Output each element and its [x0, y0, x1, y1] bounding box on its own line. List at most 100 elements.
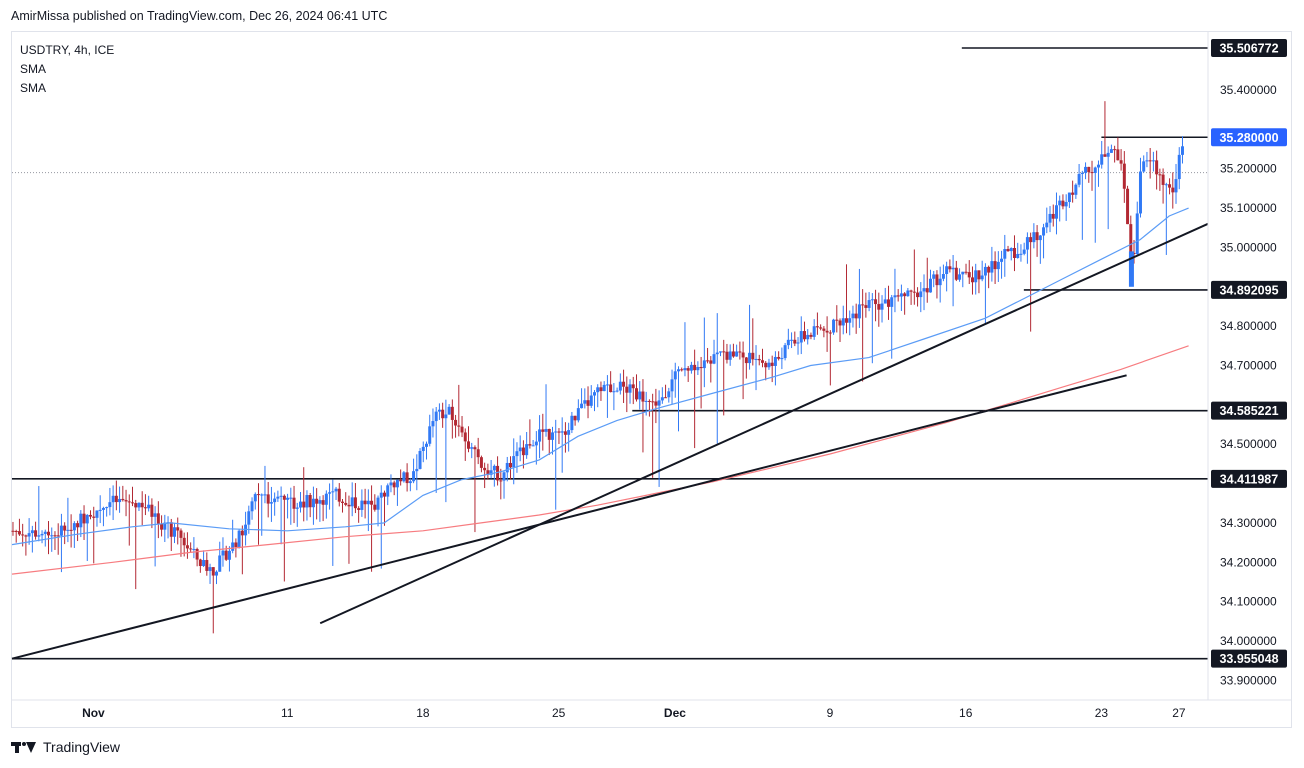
candle-down [725, 351, 729, 360]
price-level-label: 34.585221 [1219, 404, 1278, 418]
candle-up [147, 504, 151, 509]
candle-down [479, 457, 483, 468]
candle-up [389, 482, 393, 486]
candle-up [260, 494, 264, 496]
candle-down [340, 501, 344, 503]
candle-up [37, 535, 41, 537]
candle-down [709, 360, 713, 364]
candle-down [757, 358, 761, 361]
candle-up [518, 447, 522, 452]
candle-up [906, 290, 910, 297]
candle-down [1132, 252, 1136, 255]
candle-up [360, 500, 364, 510]
price-level-badge [1211, 469, 1287, 488]
candle-up [111, 495, 115, 503]
y-tick-label: 34.300000 [1220, 516, 1277, 530]
candle-down [647, 400, 651, 402]
candle-up [773, 356, 777, 366]
candle-down [977, 270, 981, 280]
candle-up [538, 429, 542, 442]
candle-up [880, 303, 884, 310]
candle-down [964, 271, 968, 273]
candle-down [760, 360, 764, 363]
candle-up [227, 550, 231, 560]
candle-up [101, 507, 105, 510]
candle-down [234, 542, 238, 547]
candle-down [160, 523, 164, 530]
candle-up [30, 530, 34, 534]
candle-up [951, 267, 955, 270]
tradingview-brand: TradingView [43, 739, 121, 755]
candle-down [563, 431, 567, 435]
candle-up [832, 319, 836, 333]
candle-down [651, 401, 655, 403]
candle-down [741, 352, 745, 358]
candle-up [1025, 237, 1029, 250]
candle-down [874, 299, 878, 305]
candle-up [841, 318, 845, 326]
x-tick-label: 11 [281, 706, 294, 720]
candle-down [24, 535, 28, 537]
candle-up [295, 507, 299, 509]
candle-down [1113, 149, 1117, 151]
candle-down [496, 465, 500, 481]
candle-up [1174, 179, 1178, 193]
candle-down [56, 535, 60, 537]
candle-down [150, 504, 154, 517]
candle-up [790, 339, 794, 341]
candle-up [395, 479, 399, 488]
candle-up [589, 395, 593, 406]
x-tick-label: 23 [1095, 706, 1109, 720]
x-tick-label: 16 [959, 706, 973, 720]
candle-up [27, 533, 31, 537]
candle-down [777, 356, 781, 359]
candle-up [247, 511, 251, 525]
candle-down [1061, 200, 1065, 207]
trendline[interactable] [11, 374, 1127, 660]
candle-up [192, 548, 196, 550]
candle-up [715, 352, 719, 355]
candle-down [622, 381, 626, 387]
candle-up [1128, 251, 1134, 287]
sma-slow-line [11, 345, 1189, 575]
candle-down [547, 428, 551, 440]
candle-down [282, 495, 286, 500]
candle-down [17, 531, 21, 535]
candle-up [505, 462, 509, 473]
candle-up [638, 391, 642, 400]
candle-up [799, 331, 803, 343]
candle-up [163, 522, 167, 530]
candle-down [47, 531, 51, 536]
candle-up [644, 400, 648, 402]
candle-down [353, 497, 357, 509]
candle-down [1012, 248, 1016, 258]
candle-down [764, 362, 768, 368]
y-tick-label: 35.100000 [1220, 201, 1277, 215]
candle-up [754, 358, 758, 360]
candle-up [980, 275, 984, 280]
x-tick-label: 25 [552, 706, 566, 720]
candle-up [434, 411, 438, 422]
candle-down [14, 531, 18, 533]
candle-down [631, 384, 635, 389]
candle-up [534, 441, 538, 446]
trendline[interactable] [319, 222, 1209, 625]
tradingview-logo[interactable]: TradingView [11, 739, 120, 755]
candle-up [366, 500, 370, 505]
candle-up [990, 261, 994, 273]
price-level-badge [1211, 401, 1287, 420]
candle-down [1087, 166, 1091, 173]
candle-down [896, 295, 900, 297]
candle-down [854, 313, 858, 319]
horizontal-levels [12, 47, 1208, 660]
price-level-label: 34.411987 [1220, 472, 1278, 486]
candle-up [893, 295, 897, 298]
y-tick-label: 35.200000 [1220, 162, 1277, 176]
legend-symbol: USDTRY, 4h, ICE [20, 43, 115, 57]
candle-down [176, 527, 180, 531]
price-level-label: 34.892095 [1219, 283, 1278, 297]
candle-up [748, 352, 752, 364]
candle-up [938, 278, 942, 286]
candle-up [1096, 164, 1100, 168]
